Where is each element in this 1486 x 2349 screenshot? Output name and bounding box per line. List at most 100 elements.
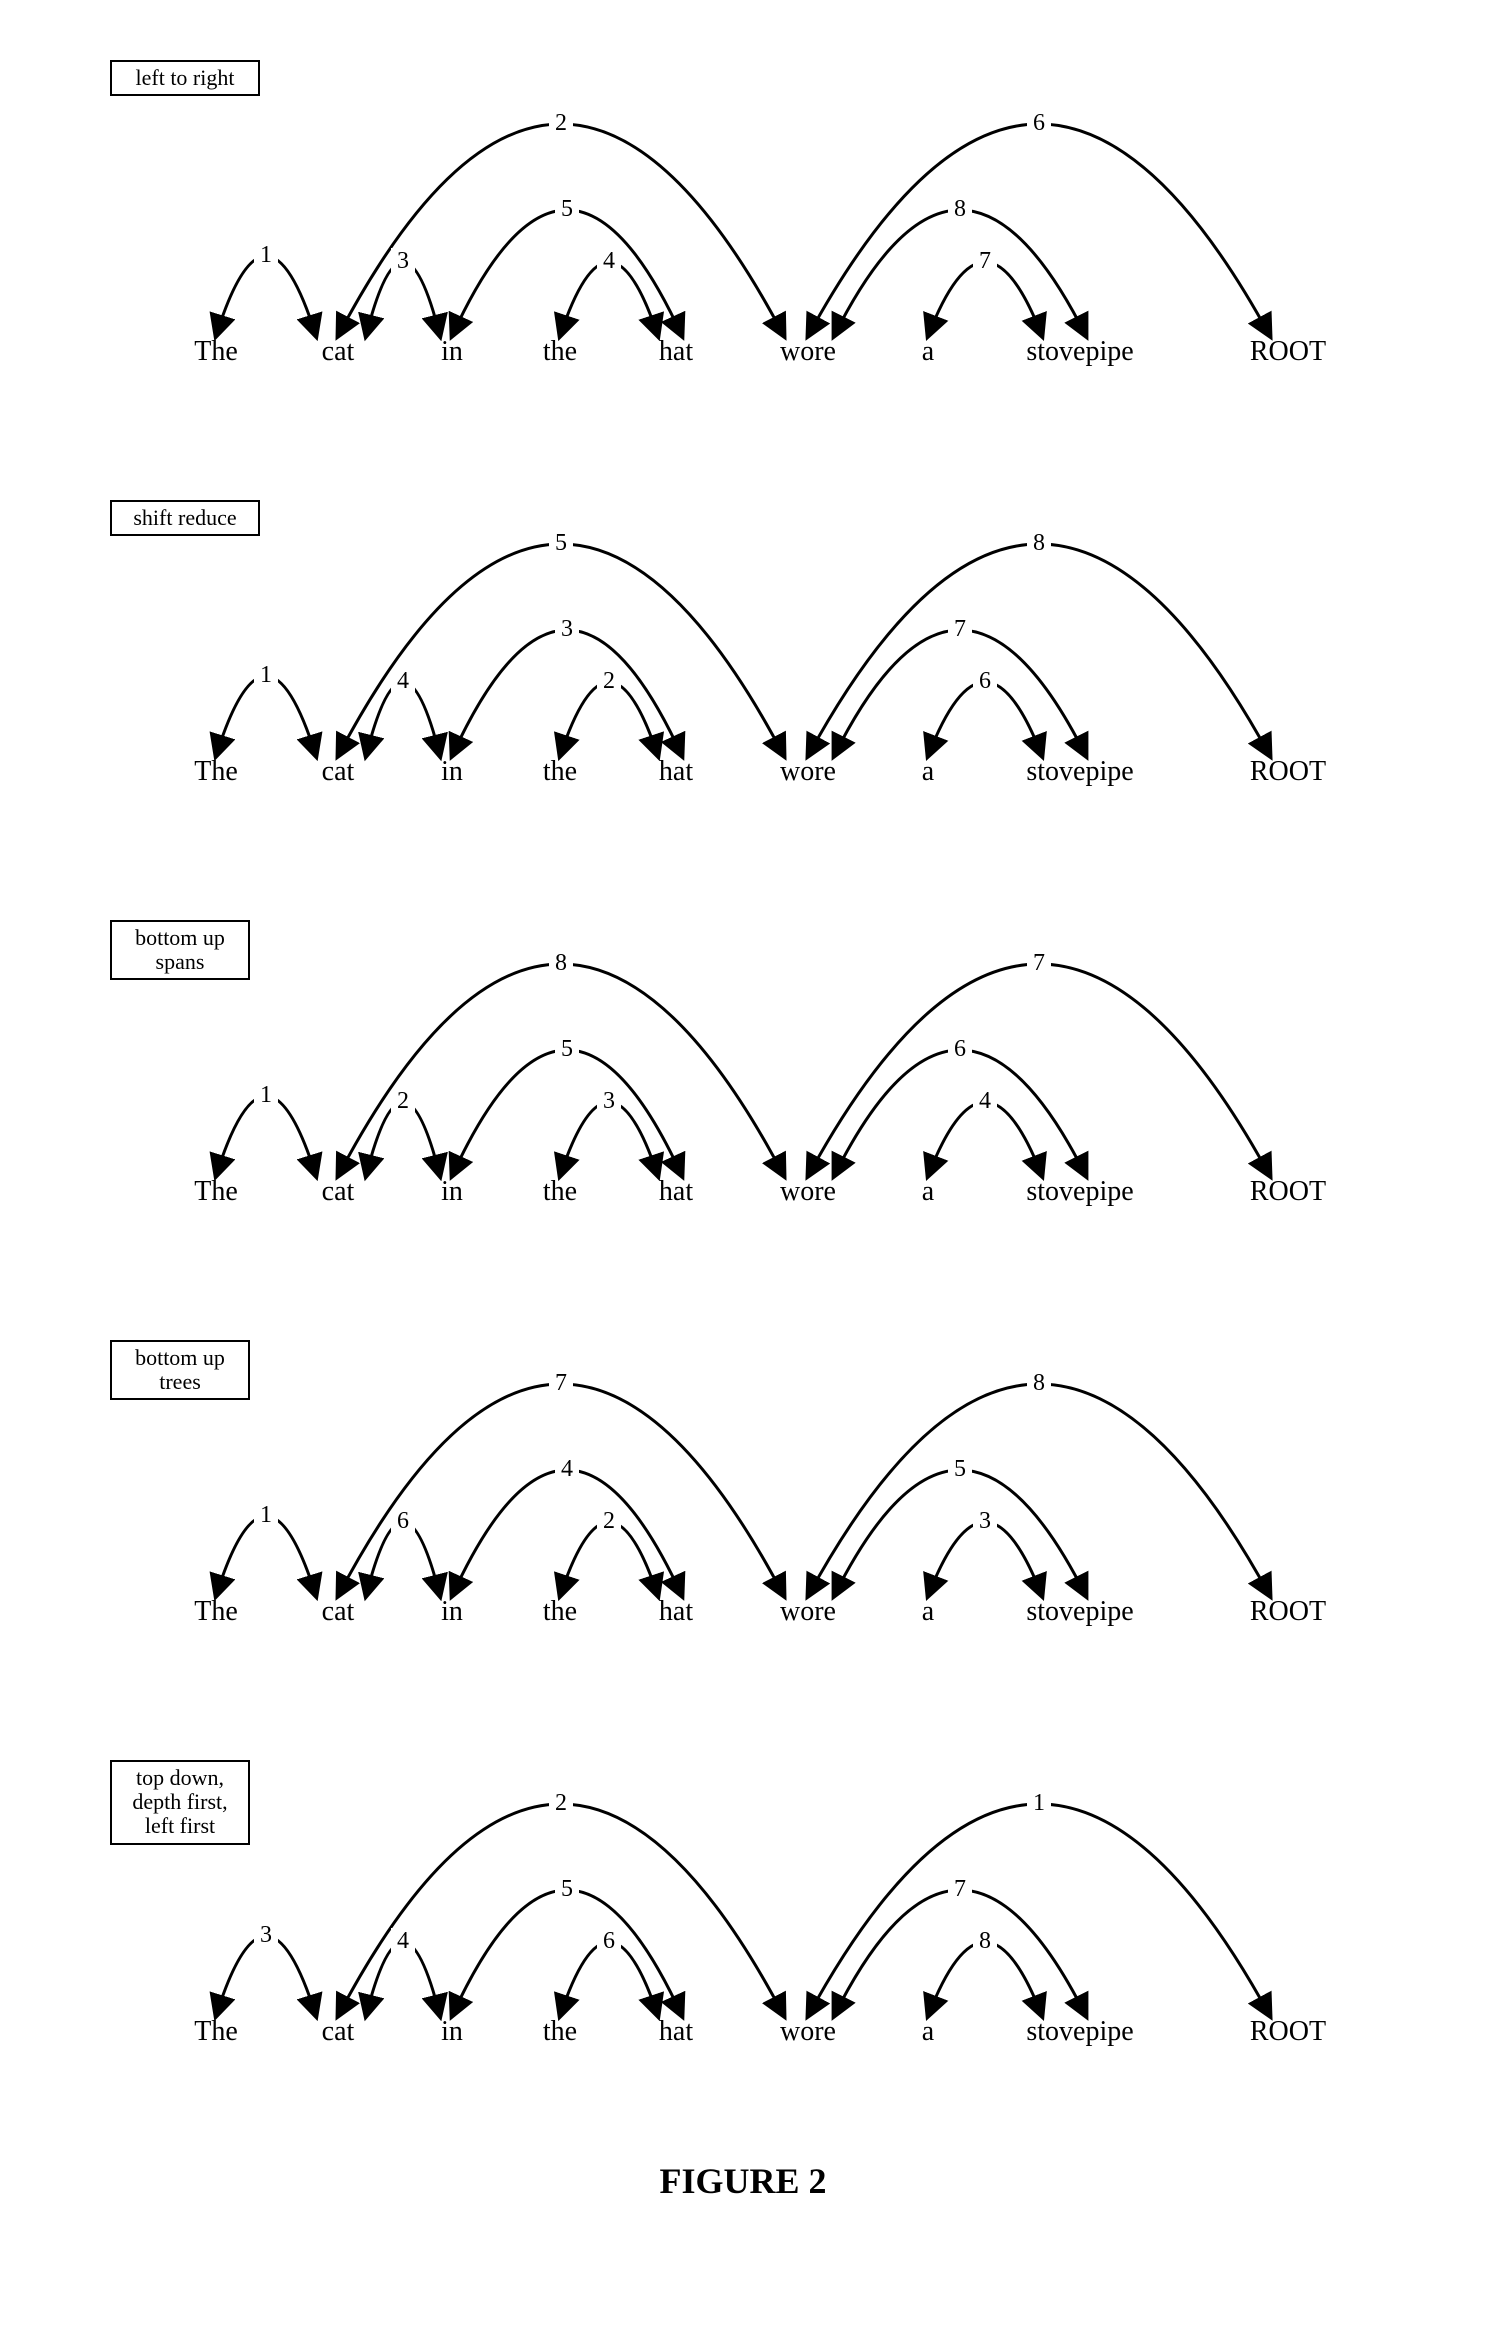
token-word: cat (322, 2016, 355, 2047)
ordering-label-line: left first (120, 1814, 240, 1838)
arc-number: 3 (397, 248, 409, 274)
arc-number: 6 (954, 1036, 966, 1062)
token-word: a (922, 2016, 935, 2047)
token-word: the (543, 1176, 577, 1207)
ordering-label: shift reduce (110, 500, 260, 536)
ordering-label: bottom uptrees (110, 1340, 250, 1400)
arc-number: 5 (954, 1456, 966, 1482)
arc-number: 2 (555, 1790, 567, 1816)
arc-number: 2 (603, 668, 615, 694)
figure-root: left to right12345678Thecatinthehatworea… (120, 60, 1366, 2080)
dependency-arc (808, 1384, 1270, 1596)
ordering-label-line: depth first, (120, 1790, 240, 1814)
diagram-panel: top down,depth first,left first12345678T… (120, 1740, 1366, 2080)
dependency-arc (338, 1804, 784, 2016)
arc-number: 7 (1033, 950, 1045, 976)
token-word: in (441, 2016, 463, 2047)
token-word: hat (659, 756, 693, 787)
arc-number: 1 (260, 242, 272, 268)
token-word: wore (780, 2016, 836, 2047)
dependency-svg: 12345678ThecatinthehatworeastovepipeROOT (120, 1740, 1380, 2080)
token-word: stovepipe (1026, 1596, 1133, 1627)
token-word: cat (322, 336, 355, 367)
dependency-arc (808, 1804, 1270, 2016)
token-word: ROOT (1250, 336, 1326, 367)
token-word: cat (322, 1596, 355, 1627)
arc-number: 7 (954, 1876, 966, 1902)
arc-number: 4 (979, 1088, 991, 1114)
ordering-label-line: trees (120, 1370, 240, 1394)
token-word: hat (659, 1596, 693, 1627)
arc-number: 8 (954, 196, 966, 222)
token-word: stovepipe (1026, 336, 1133, 367)
arc-number: 5 (561, 1876, 573, 1902)
ordering-label: top down,depth first,left first (110, 1760, 250, 1845)
arc-number: 7 (954, 616, 966, 642)
token-word: The (194, 1596, 238, 1627)
arc-number: 4 (603, 248, 615, 274)
token-word: in (441, 1176, 463, 1207)
arc-number: 3 (979, 1508, 991, 1534)
arc-number: 3 (561, 616, 573, 642)
arc-number: 7 (979, 248, 991, 274)
ordering-label-line: shift reduce (120, 506, 250, 530)
arc-number: 8 (979, 1928, 991, 1954)
dependency-svg: 12345678ThecatinthehatworeastovepipeROOT (120, 480, 1380, 820)
token-word: cat (322, 1176, 355, 1207)
token-word: wore (780, 336, 836, 367)
dependency-arc (834, 210, 1086, 336)
arc-number: 8 (1033, 530, 1045, 556)
arc-number: 8 (1033, 1370, 1045, 1396)
dependency-svg: 12345678ThecatinthehatworeastovepipeROOT (120, 1320, 1380, 1660)
dependency-arc (216, 1936, 316, 2016)
dependency-svg: 12345678ThecatinthehatworeastovepipeROOT (120, 60, 1380, 400)
arc-number: 7 (555, 1370, 567, 1396)
ordering-label-line: bottom up (120, 926, 240, 950)
dependency-arc (338, 124, 784, 336)
arc-number: 4 (397, 1928, 409, 1954)
token-word: stovepipe (1026, 1176, 1133, 1207)
arc-number: 1 (260, 662, 272, 688)
dependency-arc (808, 964, 1270, 1176)
token-word: ROOT (1250, 2016, 1326, 2047)
dependency-arc (338, 1384, 784, 1596)
token-word: the (543, 1596, 577, 1627)
dependency-arc (338, 544, 784, 756)
token-word: a (922, 756, 935, 787)
diagram-panel: left to right12345678Thecatinthehatworea… (120, 60, 1366, 400)
dependency-arc (834, 630, 1086, 756)
figure-caption: FIGURE 2 (120, 2160, 1366, 2202)
token-word: stovepipe (1026, 756, 1133, 787)
arc-number: 3 (260, 1922, 272, 1948)
token-word: in (441, 756, 463, 787)
arc-number: 6 (979, 668, 991, 694)
token-word: hat (659, 336, 693, 367)
arc-number: 3 (603, 1088, 615, 1114)
arc-number: 2 (397, 1088, 409, 1114)
token-word: ROOT (1250, 1176, 1326, 1207)
arc-number: 1 (260, 1502, 272, 1528)
token-word: ROOT (1250, 756, 1326, 787)
diagram-panel: shift reduce12345678Thecatinthehatworeas… (120, 480, 1366, 820)
dependency-arc (808, 544, 1270, 756)
token-word: wore (780, 1176, 836, 1207)
token-word: in (441, 336, 463, 367)
token-word: stovepipe (1026, 2016, 1133, 2047)
token-word: a (922, 1176, 935, 1207)
dependency-arc (216, 676, 316, 756)
arc-number: 5 (561, 1036, 573, 1062)
token-word: cat (322, 756, 355, 787)
token-word: the (543, 756, 577, 787)
ordering-label-line: left to right (120, 66, 250, 90)
arc-number: 4 (397, 668, 409, 694)
ordering-label-line: spans (120, 950, 240, 974)
arc-number: 6 (603, 1928, 615, 1954)
token-word: The (194, 1176, 238, 1207)
arc-number: 6 (397, 1508, 409, 1534)
dependency-arc (834, 1050, 1086, 1176)
arc-number: 8 (555, 950, 567, 976)
arc-number: 5 (561, 196, 573, 222)
token-word: The (194, 336, 238, 367)
token-word: hat (659, 2016, 693, 2047)
arc-number: 4 (561, 1456, 573, 1482)
